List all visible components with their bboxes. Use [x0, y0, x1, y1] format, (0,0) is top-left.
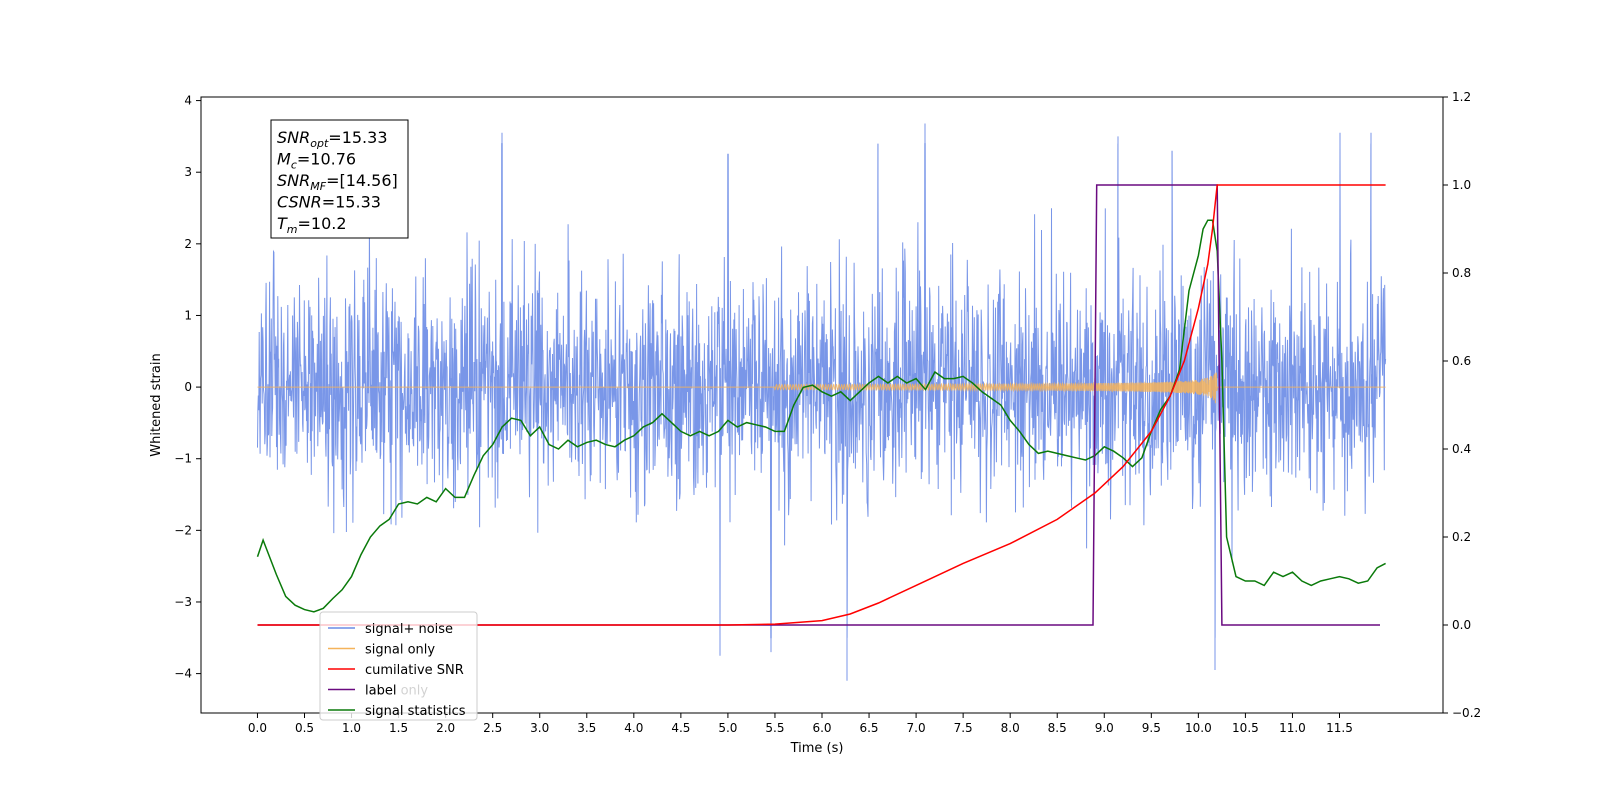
x-axis: 0.0 0.5 1.0 1.5 2.0 2.5 3.0 3.5 4.0 4.5 5.0 5.5 6.0 6…: [248, 713, 1353, 735]
y-tick-label: −4: [174, 667, 192, 681]
y-tick-label: −1: [174, 452, 192, 466]
y-tick-label: 0: [184, 380, 192, 394]
legend-label: signal statistics: [365, 704, 466, 719]
annotation-symbol: M: [277, 150, 291, 169]
legend-label: cumilative SNR: [365, 663, 464, 678]
series-signal-statistics: [256, 219, 1386, 613]
x-tick-label: 0.5: [295, 721, 314, 735]
series-signal-only: [257, 372, 1386, 404]
x-tick-label: 7.0: [907, 721, 926, 735]
x-tick-label: 3.5: [577, 721, 596, 735]
x-tick-label: 7.5: [954, 721, 973, 735]
annotation-box: SNRopt=15.33Mc=10.76SNRMF=[14.56]CSNR=15…: [270, 119, 409, 239]
x-tick-label: 9.0: [1095, 721, 1114, 735]
annotation-line: SNRMF=[14.56]: [277, 171, 398, 193]
legend-label: signal only: [365, 643, 435, 658]
x-tick-label: 0.0: [248, 721, 267, 735]
legend-ghost-label: signal statistics: [365, 704, 466, 719]
annotation-symbol: T: [277, 214, 288, 233]
annotation-line: Mc=10.76: [277, 150, 356, 172]
y-tick-label: 1: [184, 308, 192, 322]
annotation-symbol: CSNR: [277, 193, 322, 212]
x-tick-label: 5.0: [718, 721, 737, 735]
x-tick-label: 9.5: [1142, 721, 1161, 735]
y2-tick-label: −0.2: [1452, 706, 1481, 720]
series-label: [257, 184, 1380, 626]
annotation-value: =15.33: [322, 193, 381, 212]
x-tick-label: 1.0: [342, 721, 361, 735]
legend-label: label: [365, 684, 396, 699]
series-signal-noise: [257, 123, 1387, 681]
series-cumilative-snr: [257, 184, 1386, 626]
x-tick-label: 6.0: [812, 721, 831, 735]
y-tick-label: −2: [174, 523, 192, 537]
x-tick-label: 11.5: [1326, 721, 1353, 735]
legend-label: signal+ noise: [365, 622, 453, 637]
annotation-value: =15.33: [328, 128, 387, 147]
legend-ghost-label: label only: [365, 684, 428, 699]
annotation-symbol: SNR: [277, 171, 310, 190]
annotation-subscript: opt: [310, 137, 329, 150]
x-tick-label: 10.0: [1185, 721, 1212, 735]
y-tick-label: 3: [184, 165, 192, 179]
annotation-subscript: c: [291, 159, 297, 172]
x-tick-label: 2.0: [436, 721, 455, 735]
y2-tick-label: 0.0: [1452, 618, 1471, 632]
y-axis-label: Whitened strain: [149, 353, 164, 456]
x-tick-label: 4.5: [671, 721, 690, 735]
annotation-value: =10.2: [298, 214, 347, 233]
annotation-frame: [270, 119, 409, 239]
x-tick-label: 1.5: [389, 721, 408, 735]
legend: label only signal statistics signal+ noise…: [319, 611, 478, 721]
annotation-subscript: MF: [310, 180, 326, 193]
annotation-value: =10.76: [297, 150, 356, 169]
y2-tick-label: 0.6: [1452, 354, 1471, 368]
y2-tick-label: 1.2: [1452, 90, 1471, 104]
x-tick-label: 2.5: [483, 721, 502, 735]
annotation-subscript: m: [287, 223, 298, 236]
y-tick-label: −3: [174, 595, 192, 609]
x-tick-label: 3.0: [530, 721, 549, 735]
y2-tick-label: 0.2: [1452, 530, 1471, 544]
y-axis-right: 1.2 1.0 0.8 0.6 0.4 0.2 0.0 −0.2: [1443, 90, 1481, 720]
annotation-symbol: SNR: [277, 128, 310, 147]
y2-tick-label: 0.8: [1452, 266, 1471, 280]
y-axis-left: 4 3 2 1 0 −1 −2 −3 −4: [174, 94, 201, 681]
y-tick-label: 4: [184, 94, 192, 108]
legend-frame: [319, 611, 478, 721]
x-tick-label: 8.0: [1001, 721, 1020, 735]
annotation-line: SNRopt=15.33: [277, 128, 388, 150]
x-tick-label: 4.0: [624, 721, 643, 735]
x-tick-label: 5.5: [765, 721, 784, 735]
x-tick-label: 6.5: [859, 721, 878, 735]
x-tick-label: 8.5: [1048, 721, 1067, 735]
x-tick-label: 11.0: [1279, 721, 1306, 735]
annotation-line: Tm=10.2: [277, 214, 347, 236]
annotation-value: =[14.56]: [326, 171, 398, 190]
y2-tick-label: 1.0: [1452, 178, 1471, 192]
x-tick-label: 10.5: [1232, 721, 1259, 735]
y2-tick-label: 0.4: [1452, 442, 1471, 456]
plot-area: [256, 123, 1387, 681]
x-axis-label: Time (s): [790, 741, 844, 756]
annotation-line: CSNR=15.33: [277, 193, 381, 212]
y-tick-label: 2: [184, 237, 192, 251]
